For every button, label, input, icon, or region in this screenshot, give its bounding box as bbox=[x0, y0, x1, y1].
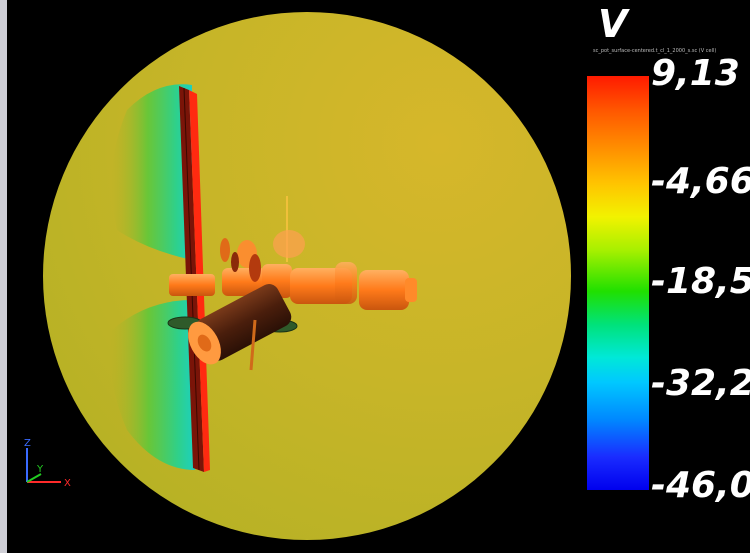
colorbar-tick-4: -32,2 bbox=[651, 363, 750, 404]
side-ring bbox=[231, 252, 261, 282]
axis-z-label: Z bbox=[24, 438, 31, 449]
legend-title: V bbox=[598, 2, 628, 46]
colorbar-tick-2: -4,66 bbox=[651, 161, 750, 202]
colorbar-tick-max: 9,13 bbox=[651, 53, 740, 94]
colorbar-tick-min: -46,0 bbox=[651, 465, 750, 506]
orientation-axes: Z Y X bbox=[24, 438, 71, 489]
axis-y-label: Y bbox=[36, 464, 44, 475]
render-viewport[interactable]: V sc_pot_surface-centered.t_cl_1_2000_s.… bbox=[7, 0, 750, 553]
colorbar bbox=[587, 76, 649, 490]
wake-upper bbox=[111, 84, 192, 261]
colorbar-tick-3: -18,5 bbox=[651, 261, 750, 302]
axis-x-label: X bbox=[64, 478, 71, 489]
legend-subtitle: sc_pot_surface-centered.t_cl_1_2000_s.sc… bbox=[593, 48, 717, 54]
wake-lower bbox=[110, 300, 195, 470]
main-tank bbox=[188, 284, 292, 371]
plasma-domain-scene bbox=[43, 12, 571, 540]
